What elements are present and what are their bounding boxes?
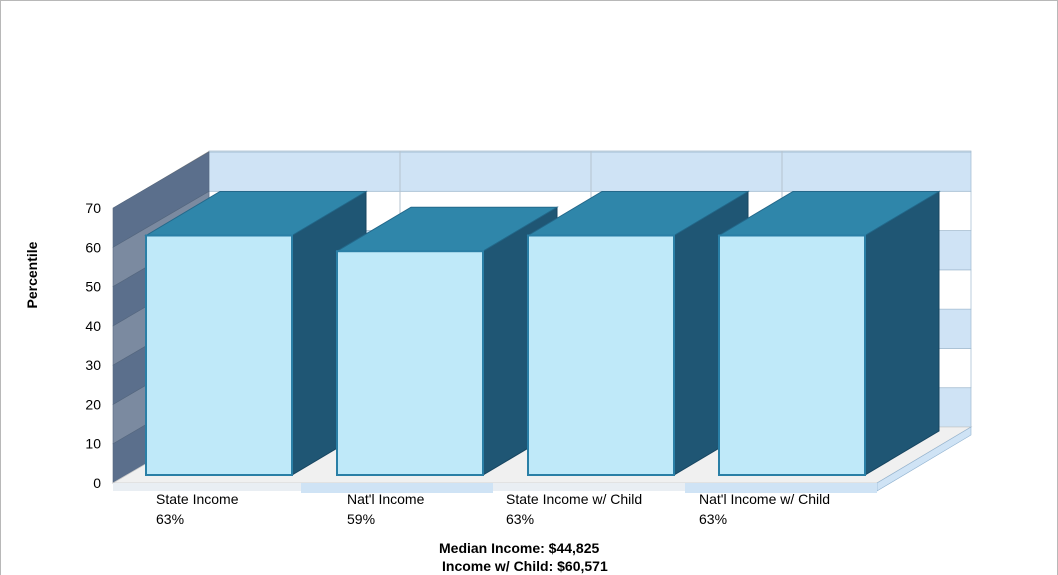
category-label: Nat'l Income w/ Child xyxy=(699,491,830,507)
bars xyxy=(144,190,941,476)
bar-side-face xyxy=(864,190,940,476)
y-tick-label: 40 xyxy=(85,318,101,334)
floor-tile xyxy=(301,483,493,493)
bar-front-face xyxy=(336,250,484,476)
value-label: 63% xyxy=(156,511,184,527)
back-wall-top xyxy=(208,150,972,153)
median-income-text: Median Income: $44,825 xyxy=(439,540,600,556)
y-tick-label: 50 xyxy=(85,279,101,295)
y-tick-label: 70 xyxy=(85,200,101,216)
y-tick-label: 10 xyxy=(85,436,101,452)
y-tick-label: 30 xyxy=(85,357,101,373)
back-wall-band xyxy=(208,151,972,192)
value-label: 59% xyxy=(347,511,375,527)
left-wall-band xyxy=(112,151,210,248)
bar-front-face xyxy=(145,234,293,476)
bar-front-face xyxy=(718,234,866,476)
category-label: State Income w/ Child xyxy=(506,491,642,507)
category-label: State Income xyxy=(156,491,239,507)
floor-tile xyxy=(685,483,877,493)
y-axis-title: Percentile xyxy=(24,241,40,308)
category-labels: State Income 63% Nat'l Income 59% State Inco… xyxy=(156,491,830,527)
y-tick-label: 0 xyxy=(93,475,101,491)
y-tick-label: 60 xyxy=(85,239,101,255)
y-tick-label: 20 xyxy=(85,396,101,412)
category-label: Nat'l Income xyxy=(347,491,425,507)
y-axis-ticks: 0 10 20 30 40 50 60 70 xyxy=(85,200,101,491)
bar-front-face xyxy=(527,234,675,476)
value-label: 63% xyxy=(506,511,534,527)
income-with-child-text: Income w/ Child: $60,571 xyxy=(442,558,608,574)
value-label: 63% xyxy=(699,511,727,527)
